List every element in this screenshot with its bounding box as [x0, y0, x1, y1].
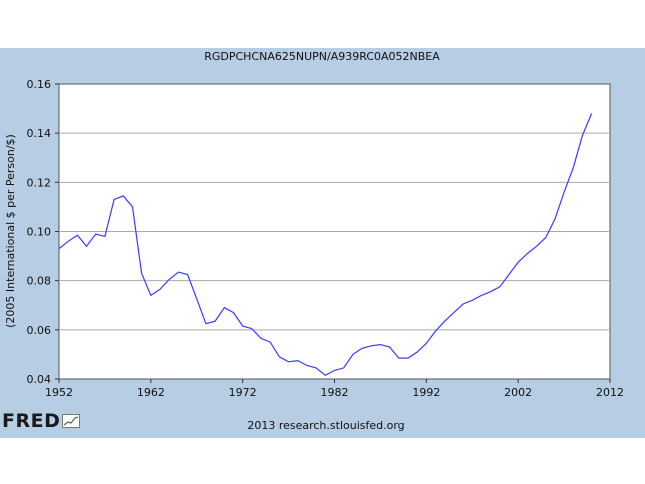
x-tick-label: 1992 [412, 386, 440, 399]
tick-layer: 0.04 0.06 0.08 0.10 0.12 0.14 0.16 1952 1962 1972… [27, 78, 625, 399]
chart-title: RGDPCHCNA625NUPN/A939RC0A052NBEA [204, 50, 440, 63]
y-tick-label: 0.14 [27, 127, 52, 140]
y-tick-label: 0.12 [27, 176, 52, 189]
x-tick-label: 1952 [45, 386, 73, 399]
fred-chart-icon [62, 414, 81, 428]
series-line [58, 113, 593, 377]
y-tick-label: 0.10 [27, 226, 52, 239]
y-axis-label: (2005 International $ per Person/$) [4, 134, 17, 328]
x-tick-label: 1962 [137, 386, 165, 399]
x-tick-label: 2012 [596, 386, 624, 399]
x-tick-label: 1972 [229, 386, 257, 399]
fred-logo: FRED [2, 410, 81, 432]
x-tick-label: 2002 [504, 386, 532, 399]
credit-text: 2013 research.stlouisfed.org [247, 419, 404, 432]
chart-svg: RGDPCHCNA625NUPN/A939RC0A052NBEA (2005 I… [4, 50, 625, 432]
x-tick-label: 1982 [321, 386, 349, 399]
grid-layer [59, 132, 610, 331]
y-tick-label: 0.06 [27, 324, 52, 337]
chart-panel: RGDPCHCNA625NUPN/A939RC0A052NBEA (2005 I… [0, 48, 645, 438]
y-tick-label: 0.16 [27, 78, 52, 91]
y-tick-label: 0.04 [27, 373, 52, 386]
y-tick-label: 0.08 [27, 275, 52, 288]
fred-logo-text: FRED [2, 410, 61, 432]
